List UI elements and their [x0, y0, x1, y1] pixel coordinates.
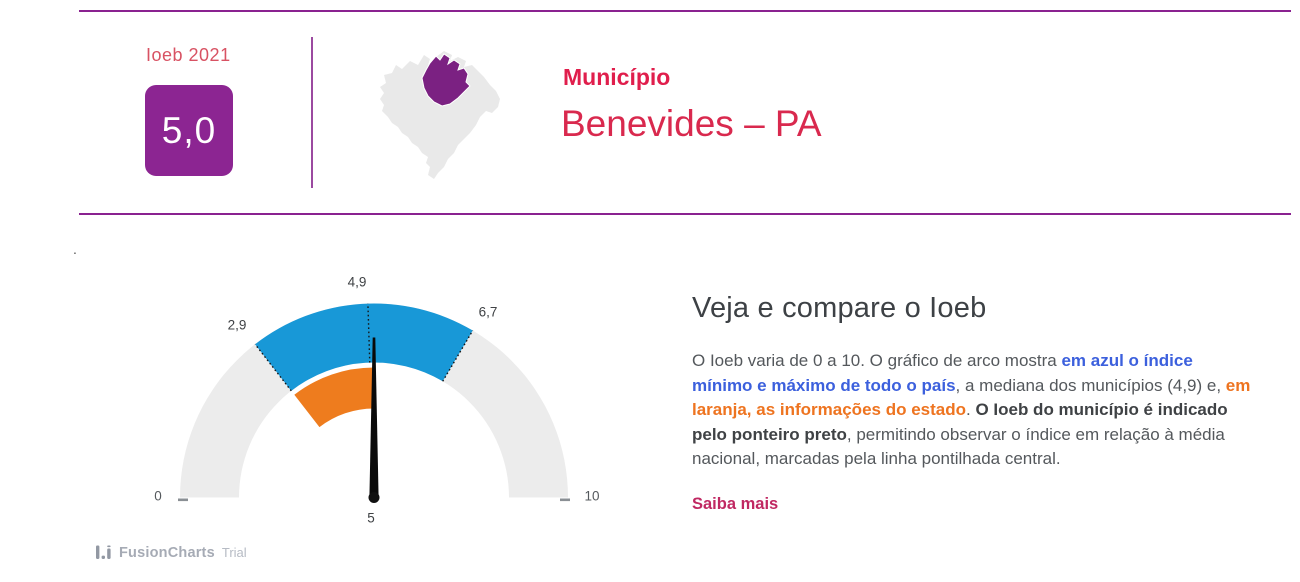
gauge-svg — [178, 303, 570, 503]
gauge-axis-max-label: 10 — [584, 488, 600, 504]
gauge-median-label: 4,9 — [347, 274, 367, 290]
brazil-map — [372, 47, 505, 183]
brazil-map-graphic — [380, 51, 500, 179]
ioeb-score-badge: 5,0 — [145, 85, 233, 176]
top-divider — [79, 10, 1291, 12]
info-paragraph: O Ioeb varia de 0 a 10. O gráfico de arc… — [692, 349, 1254, 472]
vertical-divider — [311, 37, 313, 188]
paragraph-state-segment: em laranja, as informações do estado — [692, 375, 1251, 420]
gauge-pointer-value-label: 5 — [367, 510, 375, 526]
ioeb-year-label: Ioeb 2021 — [146, 45, 231, 65]
info-heading: Veja e compare o Ioeb — [692, 292, 987, 324]
paragraph-pointer-segment: O Ioeb do município é indicado pelo pont… — [692, 400, 1228, 444]
fusioncharts-icon — [96, 545, 111, 559]
para-state-highlight — [421, 53, 471, 107]
municipality-kicker: Município — [563, 64, 671, 90]
brazil-silhouette — [380, 51, 500, 179]
ioeb-gauge-chart: 0 10 2,9 4,9 6,7 5 — [124, 253, 624, 543]
municipality-name: Benevides – PA — [561, 103, 822, 144]
fusioncharts-trial-label: Trial — [221, 545, 247, 560]
fusioncharts-credit-link[interactable]: FusionCharts Trial — [95, 544, 247, 561]
gauge-country-min-label: 2,9 — [227, 317, 247, 333]
stray-period: . — [73, 241, 77, 257]
paragraph-outro: , permitindo observar o índice em relaçã… — [692, 424, 1225, 469]
saiba-mais-link[interactable]: Saiba mais — [692, 494, 779, 513]
gauge-country-max-label: 6,7 — [478, 304, 498, 320]
paragraph-median-segment: , a mediana dos municípios (4,9) e, — [955, 375, 1226, 395]
gauge-axis-min-label: 0 — [154, 488, 162, 504]
info-panel: Veja e compare o Ioeb O Ioeb varia de 0 … — [692, 292, 1254, 514]
paragraph-intro: O Ioeb varia de 0 a 10. O gráfico de arc… — [692, 351, 1062, 370]
paragraph-sep: . — [965, 400, 976, 419]
fusioncharts-brand-label: FusionCharts — [119, 544, 215, 561]
paragraph-country-segment: em azul o índice mínimo e máximo de todo… — [692, 351, 1193, 395]
header-bottom-divider — [79, 213, 1291, 215]
